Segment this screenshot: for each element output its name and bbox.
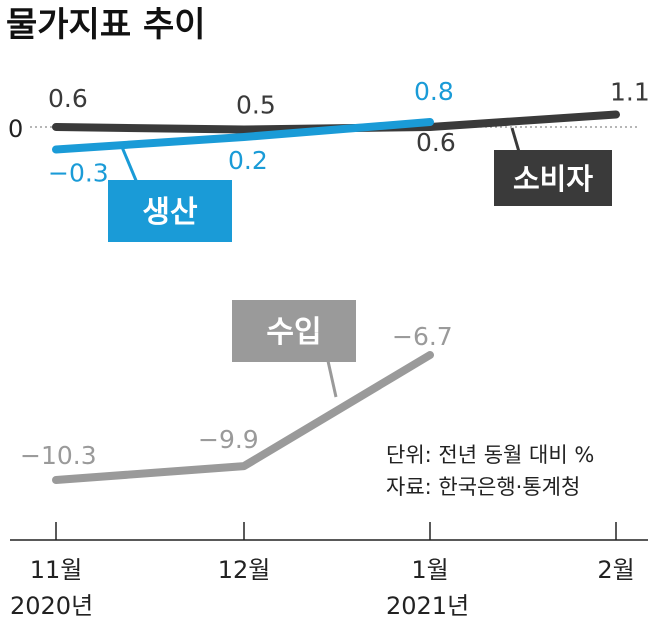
zero-label: 0 <box>8 115 23 143</box>
data-label-consumer-1: 0.5 <box>236 91 276 120</box>
data-label-consumer-0: 0.6 <box>48 84 88 113</box>
upper-chart-value-labels: 0.6 0.5 0.6 1.1 −0.3 0.2 0.8 <box>48 77 650 188</box>
x-tick-label-0: 11월 <box>30 556 83 584</box>
x-axis-ticks: 11월 12월 1월 2월 <box>30 522 635 584</box>
data-label-import-0: −10.3 <box>20 441 97 470</box>
import-callout-box <box>232 300 356 362</box>
x-tick-label-3: 2월 <box>597 556 634 584</box>
data-label-import-1: −9.9 <box>198 425 259 454</box>
lower-chart-lines <box>52 351 434 484</box>
year-label-2020: 2020년 <box>10 592 93 620</box>
data-label-producer-2: 0.8 <box>414 77 454 106</box>
source-note: 자료: 한국은행·통계청 <box>386 475 580 499</box>
consumer-callout-label: 소비자 <box>513 162 593 196</box>
upper-chart-lines <box>52 110 620 154</box>
import-callout-pointer <box>326 360 338 398</box>
series-line-import <box>52 351 434 484</box>
consumer-callout-box <box>494 150 612 206</box>
chart-title: 물가지표 추이 <box>6 5 206 45</box>
import-callout-label: 수입 <box>266 315 321 350</box>
data-label-import-2: −6.7 <box>392 322 453 351</box>
producer-callout-label: 생산 <box>142 195 198 230</box>
x-tick-label-1: 12월 <box>218 556 271 584</box>
producer-callout-box <box>108 180 232 242</box>
series-line-producer <box>52 118 434 154</box>
data-label-consumer-2: 0.6 <box>416 128 456 157</box>
unit-note: 단위: 전년 동월 대비 % <box>386 443 594 467</box>
data-label-consumer-3: 1.1 <box>610 78 650 107</box>
data-label-producer-0: −0.3 <box>48 159 109 188</box>
x-tick-label-2: 1월 <box>411 556 448 584</box>
lower-chart-value-labels: −10.3 −9.9 −6.7 <box>20 322 453 470</box>
year-label-2021: 2021년 <box>386 592 469 620</box>
data-label-producer-1: 0.2 <box>228 146 268 175</box>
